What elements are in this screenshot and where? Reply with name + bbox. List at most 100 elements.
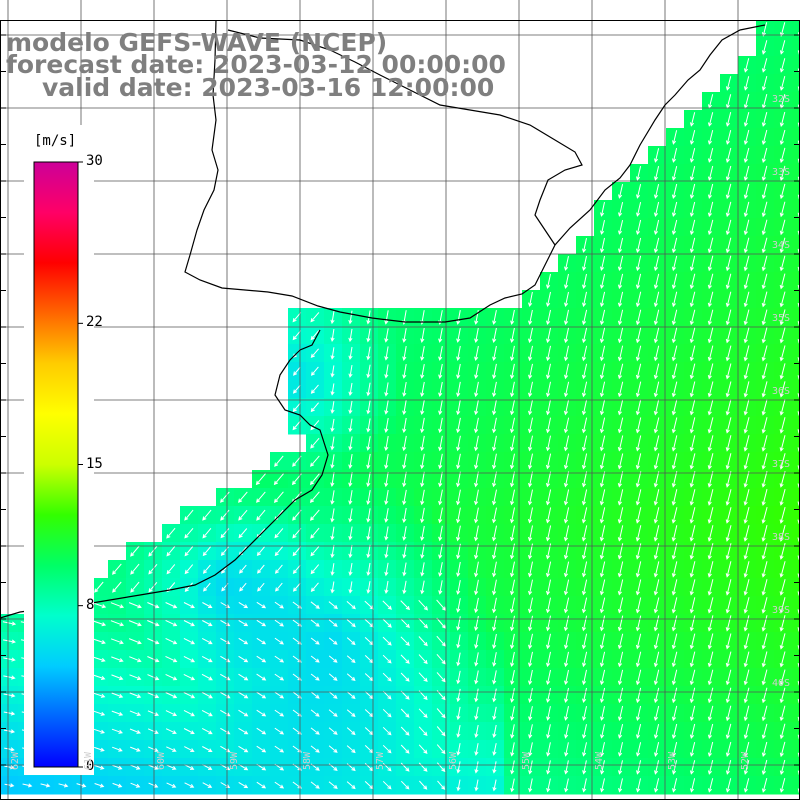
wind-arrow [635,417,642,434]
wind-arrow [582,778,587,793]
wind-arrow [725,76,732,91]
wind-arrow [382,636,392,646]
wind-arrow [779,417,786,434]
wind-arrow [564,255,569,271]
wind-arrow [779,291,786,308]
wind-arrow [202,764,213,770]
wind-arrow [330,490,335,505]
wind-arrow [310,509,320,521]
wind-arrow [310,455,320,467]
wind-arrow [635,561,642,578]
wind-arrow [94,746,105,752]
wind-arrow [420,364,425,379]
wind-arrow [672,760,678,775]
wind-arrow [689,705,696,722]
wind-arrow [635,615,642,632]
wind-arrow [761,741,768,757]
wind-arrow [707,453,714,470]
wind-arrow [653,669,660,686]
wind-arrow [330,472,335,487]
wind-arrow [256,655,267,663]
wind-arrow [58,783,69,788]
wind-arrow [510,633,515,650]
wind-arrow [779,345,786,362]
wind-arrow [402,544,407,559]
wind-arrow [689,597,696,614]
wind-arrow [707,507,714,524]
wind-arrow [707,759,714,775]
wind-arrow [129,728,141,734]
wind-arrow [546,291,551,308]
wind-arrow [148,581,158,593]
wind-arrow [366,400,371,415]
wind-arrow [779,435,786,452]
wind-arrow [256,637,267,645]
wind-arrow [418,708,428,718]
wind-arrow [743,615,750,632]
colorbar-gradient [33,161,79,768]
wind-cell [792,236,800,255]
wind-arrow [400,708,410,718]
wind-arrow [635,633,642,650]
wind-arrow [725,507,732,524]
wind-arrow [438,453,443,470]
wind-arrow [202,546,211,557]
wind-arrow [348,490,353,505]
wind-arrow [689,327,696,344]
wind-arrow [330,365,335,378]
wind-arrow [165,692,178,699]
wind-arrow [581,615,588,632]
wind-arrow [202,602,213,608]
wind-arrow [220,491,230,503]
wind-arrow [402,507,407,524]
wind-arrow [203,582,211,592]
wind-arrow [617,363,624,380]
wind-arrow [184,782,195,788]
wind-arrow [238,601,249,609]
wind-arrow [292,312,302,323]
wind-arrow [93,674,106,680]
wind-arrow [4,765,15,770]
wind-arrow [725,111,732,127]
wind-arrow [402,562,407,577]
wind-arrow [600,273,606,290]
wind-arrow [707,705,714,722]
wind-arrow [707,183,714,200]
wind-arrow [201,637,213,645]
wind-arrow [456,598,461,613]
wind-arrow [581,597,588,614]
wind-arrow [779,381,786,398]
wind-cell [792,200,800,219]
wind-arrow [546,669,551,686]
longitude-label: 53W [667,751,678,770]
wind-arrow [617,687,624,704]
wind-arrow [761,561,768,578]
wind-arrow [166,782,177,788]
wind-arrow [436,599,447,611]
wind-arrow [147,710,160,716]
wind-arrow [474,597,479,614]
wind-arrow [564,327,569,344]
wind-arrow [256,745,267,753]
wind-arrow [761,759,768,776]
wind-arrow [599,381,606,398]
wind-arrow [779,723,786,740]
wind-arrow [653,579,660,596]
wind-arrow [599,579,606,596]
wind-arrow [474,743,479,756]
wind-arrow [564,363,569,380]
wind-arrow [636,201,642,217]
wind-arrow [147,674,160,681]
wind-arrow [725,381,732,398]
wind-arrow [274,619,284,627]
wind-arrow [384,328,389,343]
wind-arrow [474,761,479,774]
wind-arrow [310,745,320,753]
wind-arrow [671,597,678,614]
wind-cell [792,182,800,201]
wind-arrow [420,328,425,343]
wind-arrow [202,527,212,539]
wind-arrow [761,524,768,542]
wind-arrow [653,651,660,668]
wind-arrow [636,723,642,739]
